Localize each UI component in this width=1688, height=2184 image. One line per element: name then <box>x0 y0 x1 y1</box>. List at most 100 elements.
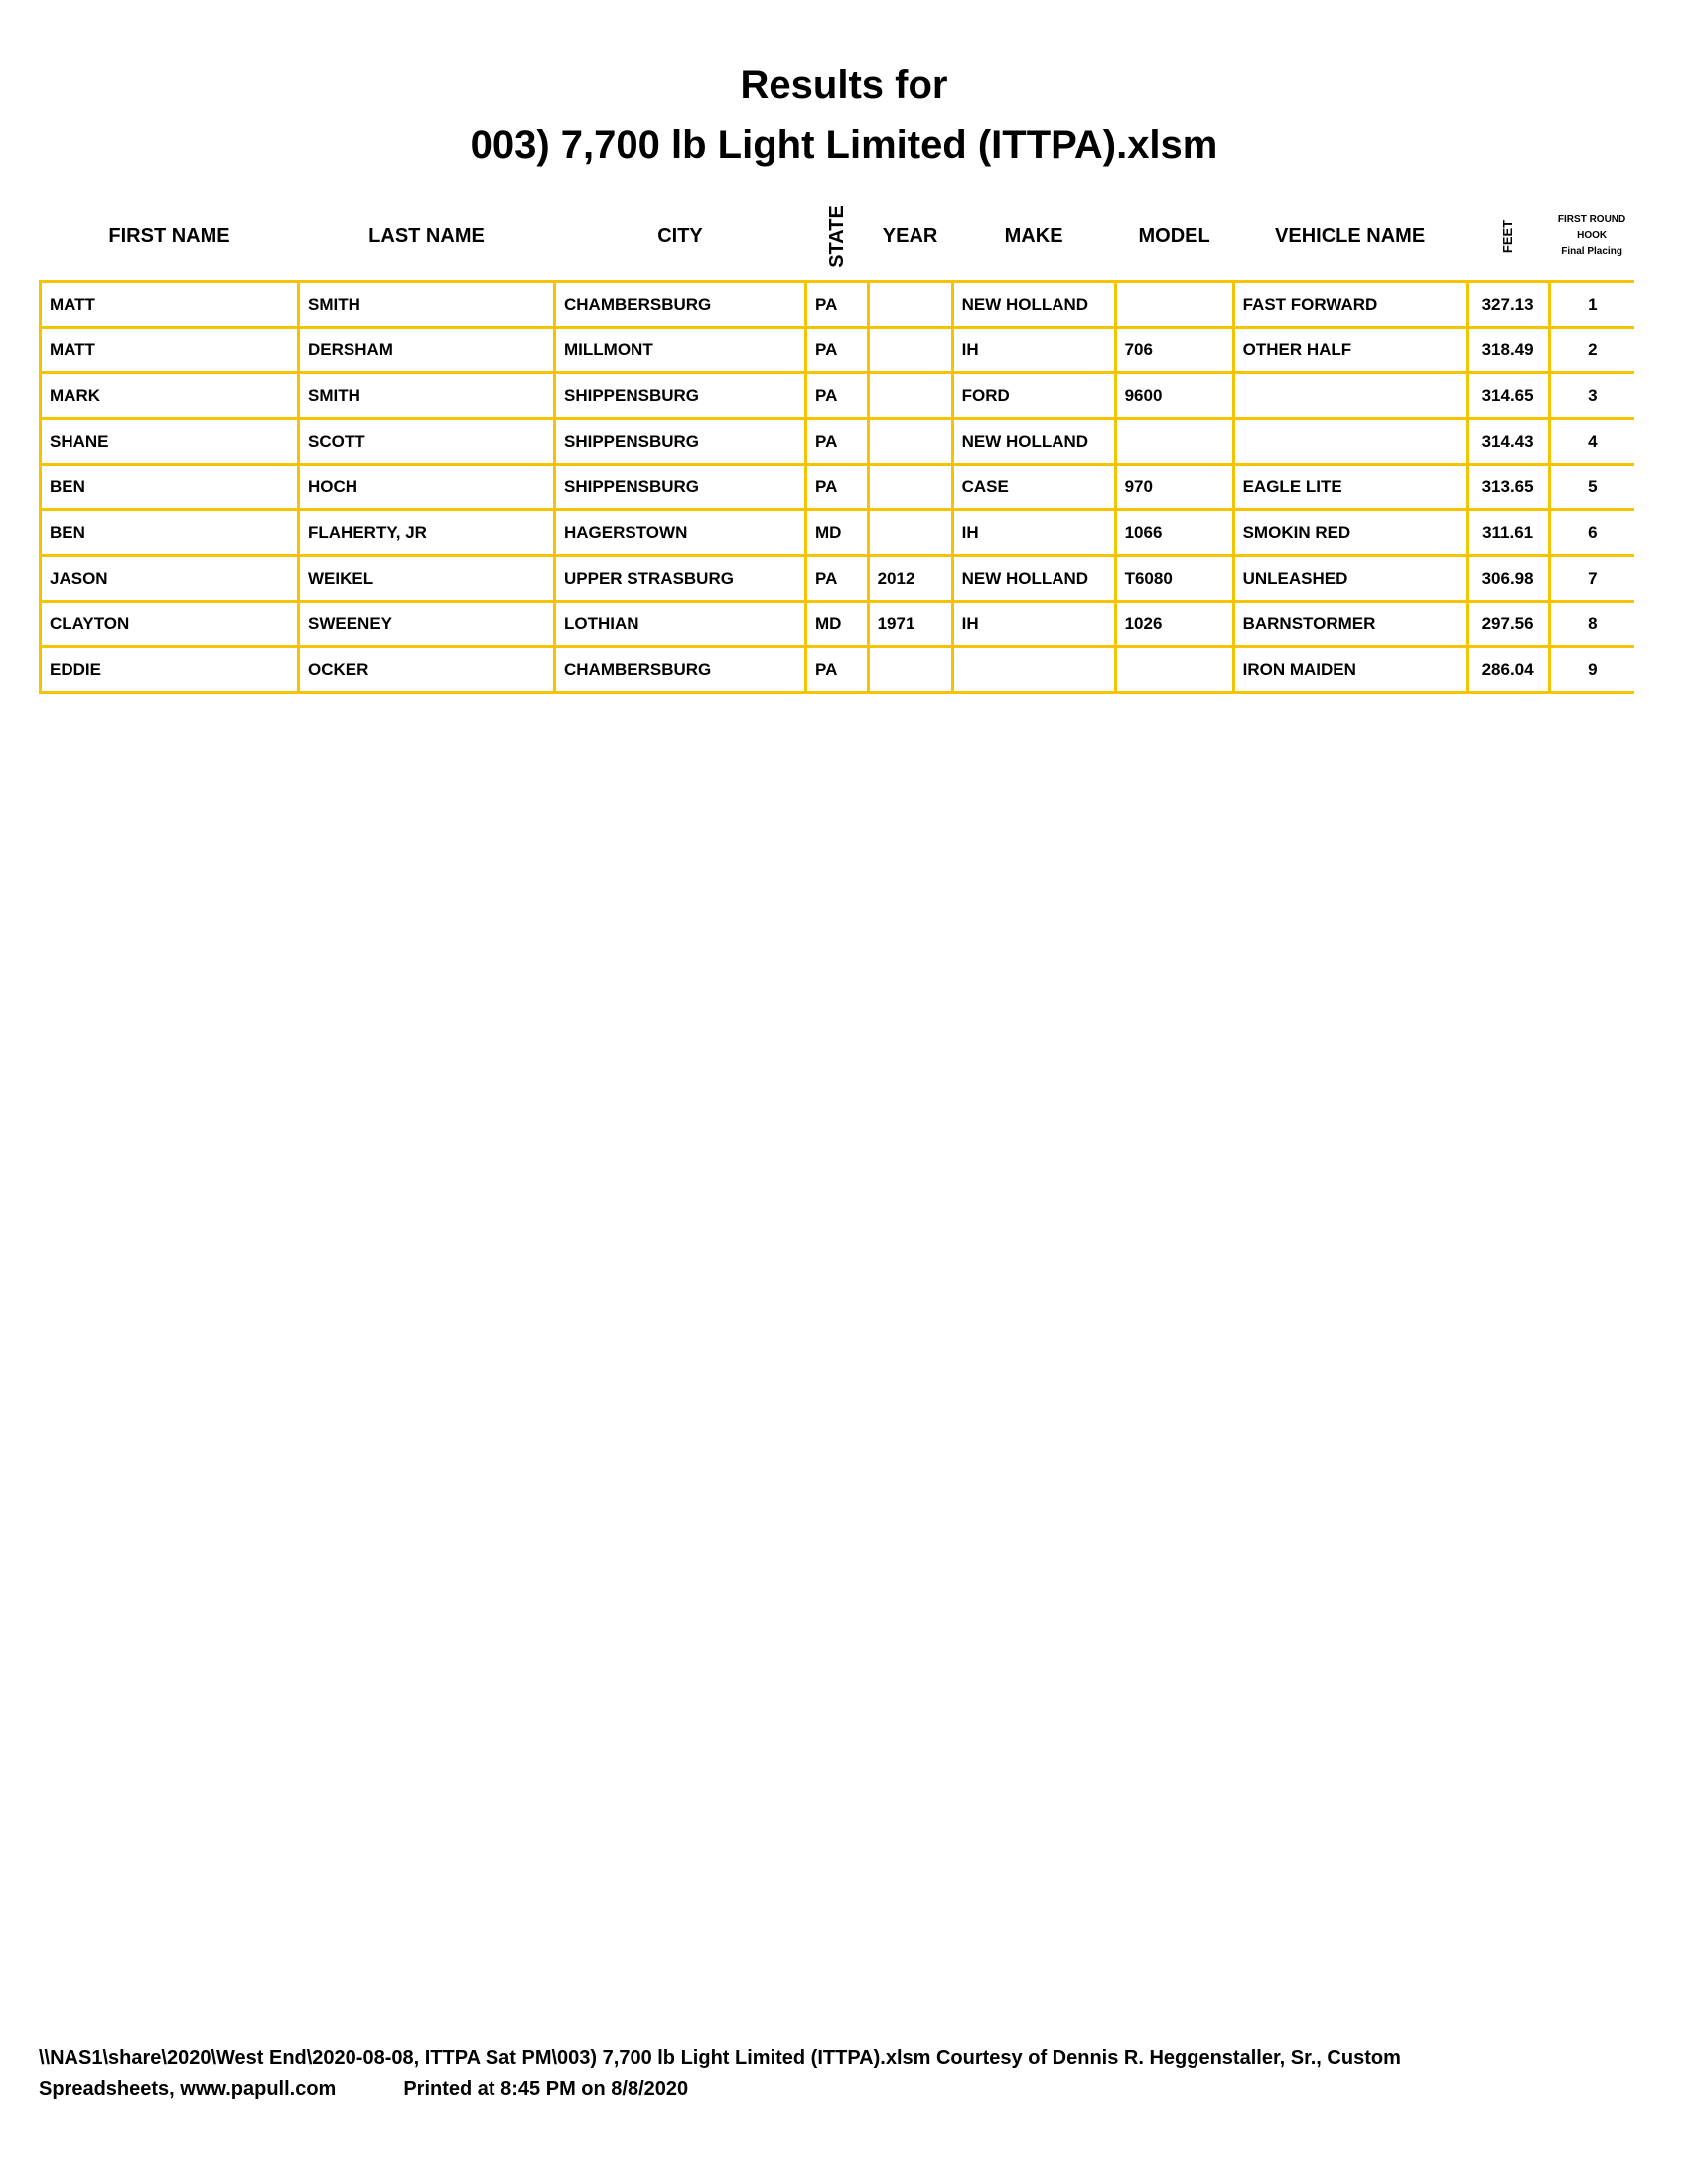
cell-city: HAGERSTOWN <box>553 508 807 557</box>
cell-first-name: EDDIE <box>39 645 300 694</box>
cell-year <box>866 463 954 511</box>
cell-make: NEW HOLLAND <box>950 554 1117 603</box>
table-row: CLAYTON SWEENEY LOTHIAN MD 1971 IH 1026 BARNSTO… <box>39 600 1635 648</box>
cell-vehicle-name <box>1231 417 1469 466</box>
cell-last-name: FLAHERTY, JR <box>297 508 556 557</box>
header-first-name: FIRST NAME <box>108 224 230 247</box>
cell-make: CASE <box>950 463 1117 511</box>
cell-state: PA <box>804 645 870 694</box>
cell-first-name: MATT <box>39 280 300 329</box>
cell-vehicle-name: BARNSTORMER <box>1231 600 1469 648</box>
cell-last-name: WEIKEL <box>297 554 556 603</box>
cell-last-name: DERSHAM <box>297 326 556 374</box>
table-row: MATT DERSHAM MILLMONT PA IH 706 OTHER HALF 318.… <box>39 326 1635 374</box>
cell-city: LOTHIAN <box>553 600 807 648</box>
cell-last-name: OCKER <box>297 645 556 694</box>
cell-city: CHAMBERSBURG <box>553 645 807 694</box>
header-state: STATE <box>825 205 848 268</box>
cell-placing: 6 <box>1547 508 1635 557</box>
header-feet: FEET <box>1500 219 1516 253</box>
cell-city: MILLMONT <box>553 326 807 374</box>
cell-first-name: JASON <box>39 554 300 603</box>
cell-feet: 318.49 <box>1465 326 1551 374</box>
cell-year <box>866 645 954 694</box>
cell-placing: 3 <box>1547 371 1635 420</box>
cell-feet: 306.98 <box>1465 554 1551 603</box>
cell-last-name: SMITH <box>297 371 556 420</box>
table-row: BEN FLAHERTY, JR HAGERSTOWN MD IH 1066 SMOKIN … <box>39 508 1635 557</box>
cell-state: MD <box>804 600 870 648</box>
cell-placing: 1 <box>1547 280 1635 329</box>
cell-make: IH <box>950 600 1117 648</box>
cell-vehicle-name: IRON MAIDEN <box>1231 645 1469 694</box>
table-row: EDDIE OCKER CHAMBERSBURG PA IRON MAIDEN 286.0… <box>39 645 1635 694</box>
cell-first-name: SHANE <box>39 417 300 466</box>
cell-feet: 286.04 <box>1465 645 1551 694</box>
cell-feet: 313.65 <box>1465 463 1551 511</box>
cell-city: UPPER STRASBURG <box>553 554 807 603</box>
footer-line-2: Spreadsheets, www.papull.com Printed at 8… <box>39 2074 1667 2105</box>
footer-credit: Spreadsheets, www.papull.com <box>39 2078 337 2100</box>
cell-make: FORD <box>950 371 1117 420</box>
cell-feet: 314.65 <box>1465 371 1551 420</box>
cell-make <box>950 645 1117 694</box>
cell-model: 706 <box>1113 326 1235 374</box>
title-line-1: Results for <box>740 64 948 107</box>
cell-feet: 297.56 <box>1465 600 1551 648</box>
cell-last-name: SCOTT <box>297 417 556 466</box>
footer-line-1: \\NAS1\share\2020\West End\2020-08-08, I… <box>39 2047 1401 2069</box>
cell-state: PA <box>804 417 870 466</box>
cell-make: NEW HOLLAND <box>950 417 1117 466</box>
header-model: MODEL <box>1138 224 1210 247</box>
cell-model: 1026 <box>1113 600 1235 648</box>
cell-first-name: CLAYTON <box>39 600 300 648</box>
header-row: FIRST NAME LAST NAME CITY STATE YEAR MAK… <box>41 193 1635 282</box>
header-city: CITY <box>657 224 703 247</box>
cell-placing: 7 <box>1547 554 1635 603</box>
placing-header-line-3: Final Placing <box>1561 246 1622 257</box>
cell-placing: 5 <box>1547 463 1635 511</box>
cell-make: IH <box>950 508 1117 557</box>
cell-last-name: SMITH <box>297 280 556 329</box>
header-year: YEAR <box>882 224 938 247</box>
cell-placing: 9 <box>1547 645 1635 694</box>
cell-state: PA <box>804 554 870 603</box>
cell-first-name: MATT <box>39 326 300 374</box>
cell-year <box>866 326 954 374</box>
cell-vehicle-name <box>1231 371 1469 420</box>
cell-feet: 314.43 <box>1465 417 1551 466</box>
cell-make: IH <box>950 326 1117 374</box>
cell-year: 1971 <box>866 600 954 648</box>
cell-feet: 311.61 <box>1465 508 1551 557</box>
cell-placing: 8 <box>1547 600 1635 648</box>
header-make: MAKE <box>1004 224 1063 247</box>
cell-make: NEW HOLLAND <box>950 280 1117 329</box>
cell-placing: 4 <box>1547 417 1635 466</box>
cell-feet: 327.13 <box>1465 280 1551 329</box>
cell-vehicle-name: SMOKIN RED <box>1231 508 1469 557</box>
cell-year <box>866 371 954 420</box>
table-row: SHANE SCOTT SHIPPENSBURG PA NEW HOLLAND 314.4… <box>39 417 1635 466</box>
cell-first-name: BEN <box>39 508 300 557</box>
cell-state: PA <box>804 280 870 329</box>
cell-year <box>866 508 954 557</box>
title-line-2: 003) 7,700 lb Light Limited (ITTPA).xlsm <box>470 123 1218 167</box>
cell-city: CHAMBERSBURG <box>553 280 807 329</box>
cell-year: 2012 <box>866 554 954 603</box>
footer-printed: Printed at 8:45 PM on 8/8/2020 <box>403 2078 689 2100</box>
table-row: MARK SMITH SHIPPENSBURG PA FORD 9600 314.65 3 <box>39 371 1635 420</box>
cell-city: SHIPPENSBURG <box>553 417 807 466</box>
cell-first-name: MARK <box>39 371 300 420</box>
cell-model: 1066 <box>1113 508 1235 557</box>
table-row: BEN HOCH SHIPPENSBURG PA CASE 970 EAGLE LITE 31… <box>39 463 1635 511</box>
cell-state: MD <box>804 508 870 557</box>
header-placing: FIRST ROUND HOOK Final Placing <box>1549 193 1634 282</box>
cell-last-name: SWEENEY <box>297 600 556 648</box>
header-last-name: LAST NAME <box>368 224 485 247</box>
placing-header-line-2: HOOK <box>1577 230 1608 241</box>
cell-model: 970 <box>1113 463 1235 511</box>
cell-model <box>1113 645 1235 694</box>
cell-city: SHIPPENSBURG <box>553 463 807 511</box>
header-vehicle-name: VEHICLE NAME <box>1275 224 1426 247</box>
cell-state: PA <box>804 326 870 374</box>
